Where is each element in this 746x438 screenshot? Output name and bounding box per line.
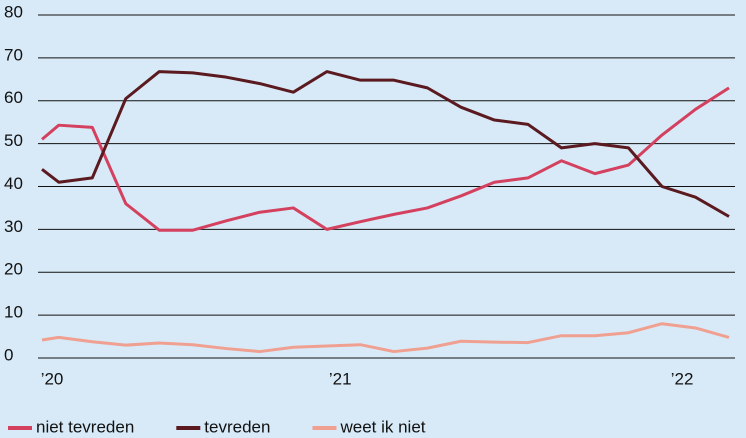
x-tick-label: ’21 <box>329 369 352 388</box>
y-tick-label: 60 <box>4 88 23 107</box>
x-tick-label: ’20 <box>41 369 64 388</box>
series-line <box>41 70 730 218</box>
y-tick-label: 30 <box>4 217 23 236</box>
y-tick-label: 70 <box>4 45 23 64</box>
y-tick-label: 10 <box>4 303 23 322</box>
y-tick-label: 80 <box>4 2 23 21</box>
y-tick-label: 40 <box>4 174 23 193</box>
series-line <box>41 86 730 232</box>
y-tick-label: 50 <box>4 131 23 150</box>
legend-label: weet ik niet <box>339 417 425 436</box>
x-tick-label: ’22 <box>671 369 694 388</box>
y-tick-label: 20 <box>4 260 23 279</box>
legend-label: niet tevreden <box>36 417 134 436</box>
legend-label: tevreden <box>204 417 270 436</box>
y-tick-label: 0 <box>4 345 13 364</box>
series-line <box>41 322 730 354</box>
